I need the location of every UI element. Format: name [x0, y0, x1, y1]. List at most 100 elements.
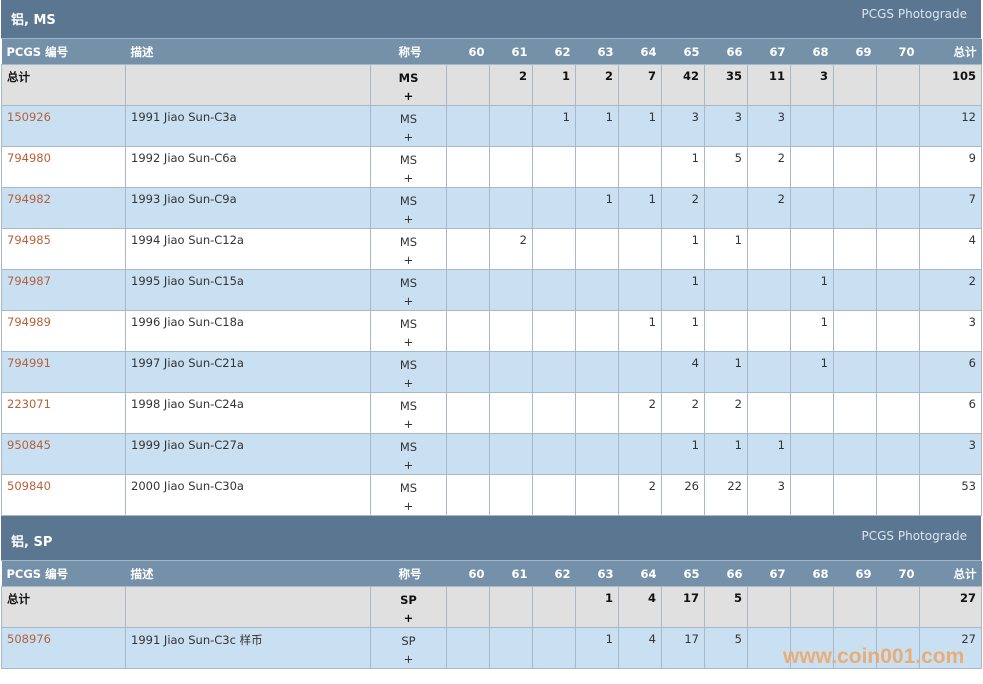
plus-icon: +	[403, 458, 414, 472]
count-62: 1	[532, 105, 576, 147]
count-68	[790, 627, 834, 669]
count-65: 2	[661, 187, 705, 229]
pcgs-number-link[interactable]: 223071	[7, 397, 51, 411]
plus-icon: +	[403, 89, 414, 103]
count-66: 5	[704, 146, 748, 188]
col-grade-65[interactable]: 65	[661, 39, 705, 65]
col-grade-63[interactable]: 63	[575, 39, 619, 65]
count-63: 1	[575, 187, 619, 229]
count-70	[876, 187, 920, 229]
designation: MS	[399, 317, 418, 331]
col-pcgs[interactable]: PCGS 编号	[1, 561, 126, 587]
desc-cell: 1991 Jiao Sun-C3c 样币	[125, 627, 371, 669]
desc-cell: 1993 Jiao Sun-C9a	[125, 187, 371, 229]
count-62	[532, 269, 576, 311]
designation: SP	[401, 634, 416, 648]
col-grade-70[interactable]: 70	[876, 39, 920, 65]
table-row: 794985 1994 Jiao Sun-C12a MS +2 1 1 4	[1, 228, 982, 270]
count-61	[489, 433, 533, 475]
count-65: 4	[661, 351, 705, 393]
count-64: 1	[618, 187, 662, 229]
col-designation[interactable]: 称号	[370, 561, 447, 587]
col-grade-61[interactable]: 61	[489, 39, 533, 65]
desc-cell: 2000 Jiao Sun-C30a	[125, 474, 371, 516]
count-61	[489, 351, 533, 393]
col-grade-62[interactable]: 62	[532, 39, 576, 65]
count-69	[833, 474, 877, 516]
pcgs-number-link[interactable]: 794989	[7, 315, 51, 329]
pcgs-number-link[interactable]: 509840	[7, 479, 51, 493]
col-grade-65[interactable]: 65	[661, 561, 705, 587]
count-64	[618, 433, 662, 475]
col-grade-67[interactable]: 67	[747, 39, 791, 65]
desc-cell: 1998 Jiao Sun-C24a	[125, 392, 371, 434]
section-header: 铝, SP PCGS Photograde	[1, 516, 981, 561]
col-desc[interactable]: 描述	[125, 39, 371, 65]
row-total: 27	[919, 627, 982, 669]
photograde-link[interactable]: PCGS Photograde	[861, 7, 967, 21]
count-63	[575, 433, 619, 475]
col-pcgs[interactable]: PCGS 编号	[1, 39, 126, 65]
col-grade-67[interactable]: 67	[747, 561, 791, 587]
count-61	[489, 310, 533, 352]
col-desc[interactable]: 描述	[125, 561, 371, 587]
pcgs-number-link[interactable]: 794991	[7, 356, 51, 370]
count-62	[532, 146, 576, 188]
col-grade-66[interactable]: 66	[704, 561, 748, 587]
count-61: 2	[489, 228, 533, 270]
count-65: 2	[661, 392, 705, 434]
count-60	[446, 474, 490, 516]
count-68	[790, 474, 834, 516]
designation-cell: MS +	[370, 187, 447, 229]
table-row: 950845 1999 Jiao Sun-C27a MS +1 1 1 3	[1, 433, 982, 475]
plus-icon: +	[403, 130, 414, 144]
col-grade-63[interactable]: 63	[575, 561, 619, 587]
total-label: 总计	[7, 592, 30, 606]
pcgs-number-link[interactable]: 794982	[7, 192, 51, 206]
pcgs-cell: 794989	[1, 310, 126, 352]
col-designation[interactable]: 称号	[370, 39, 447, 65]
plus-icon: +	[403, 376, 414, 390]
col-grade-60[interactable]: 60	[446, 561, 490, 587]
count-63: 1	[575, 586, 619, 628]
photograde-link[interactable]: PCGS Photograde	[861, 529, 967, 543]
count-64	[618, 269, 662, 311]
pcgs-number-link[interactable]: 794985	[7, 233, 51, 247]
col-grade-61[interactable]: 61	[489, 561, 533, 587]
col-grade-68[interactable]: 68	[790, 561, 834, 587]
col-grade-64[interactable]: 64	[618, 39, 662, 65]
col-grade-60[interactable]: 60	[446, 39, 490, 65]
col-grade-68[interactable]: 68	[790, 39, 834, 65]
table-row: 223071 1998 Jiao Sun-C24a MS +2 2 2 6	[1, 392, 982, 434]
col-grade-62[interactable]: 62	[532, 561, 576, 587]
col-grade-64[interactable]: 64	[618, 561, 662, 587]
count-64: 1	[618, 105, 662, 147]
section-0: 铝, MS PCGS Photograde PCGS 编号 描述 称号 60 61 62 63 6…	[1, 0, 982, 516]
table-row: 794987 1995 Jiao Sun-C15a MS +1 1 2	[1, 269, 982, 311]
pcgs-number-link[interactable]: 794980	[7, 151, 51, 165]
count-64	[618, 146, 662, 188]
count-69	[833, 146, 877, 188]
count-65: 1	[661, 269, 705, 311]
col-grade-69[interactable]: 69	[833, 561, 877, 587]
count-64: 7	[618, 64, 662, 106]
col-total[interactable]: 总计	[919, 561, 982, 587]
plus-icon: +	[403, 335, 414, 349]
pcgs-number-link[interactable]: 794987	[7, 274, 51, 288]
table-row: 794982 1993 Jiao Sun-C9a MS +1 1 2 2 7	[1, 187, 982, 229]
col-total[interactable]: 总计	[919, 39, 982, 65]
count-63	[575, 146, 619, 188]
pcgs-cell: 794980	[1, 146, 126, 188]
count-60	[446, 351, 490, 393]
count-67	[747, 627, 791, 669]
count-67: 2	[747, 146, 791, 188]
pcgs-number-link[interactable]: 950845	[7, 438, 51, 452]
desc-cell	[125, 586, 371, 628]
col-grade-70[interactable]: 70	[876, 561, 920, 587]
col-grade-66[interactable]: 66	[704, 39, 748, 65]
col-grade-69[interactable]: 69	[833, 39, 877, 65]
count-66: 3	[704, 105, 748, 147]
pcgs-number-link[interactable]: 150926	[7, 110, 51, 124]
pcgs-number-link[interactable]: 508976	[7, 632, 51, 646]
count-67: 1	[747, 433, 791, 475]
